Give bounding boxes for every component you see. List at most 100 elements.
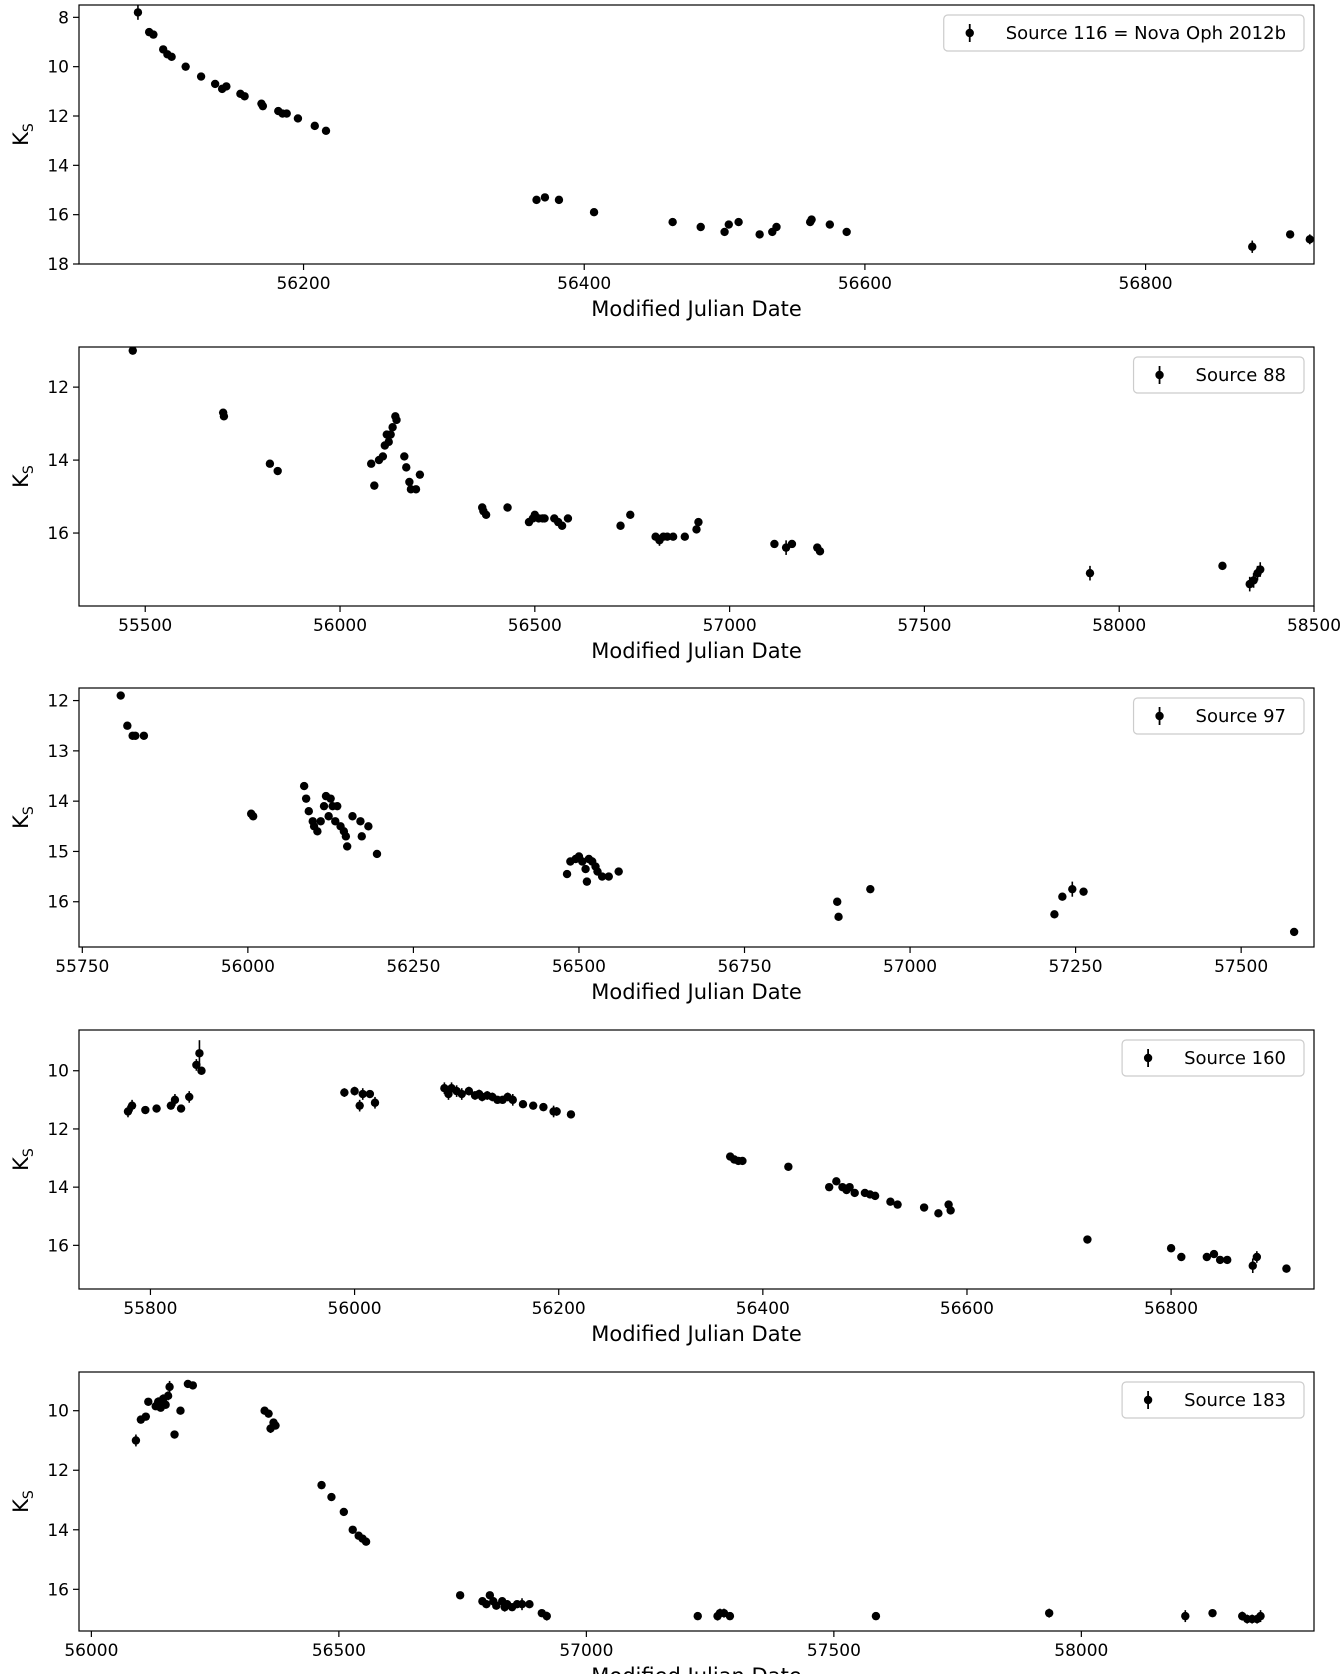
data-point (222, 82, 231, 91)
marker (834, 912, 843, 922)
data-point (400, 452, 409, 461)
x-tick-label: 56600 (940, 1299, 994, 1319)
marker (388, 423, 397, 432)
data-point (626, 510, 635, 520)
data-point (1068, 881, 1077, 897)
data-point (724, 220, 733, 229)
y-tick-label: 13 (47, 742, 69, 762)
legend-box (943, 14, 1305, 52)
marker (299, 781, 309, 791)
marker (668, 217, 677, 227)
legend: Source 88 (1132, 356, 1305, 394)
x-tick-label: 56250 (386, 957, 440, 977)
y-tick-label: 12 (47, 1461, 69, 1481)
data-point (210, 79, 220, 89)
data-point (578, 857, 587, 866)
data-point (348, 812, 357, 821)
marker (503, 503, 512, 512)
marker (341, 832, 351, 841)
marker (161, 1400, 170, 1409)
marker (724, 220, 733, 229)
y-tick-label: 16 (47, 893, 69, 913)
marker (327, 1492, 336, 1502)
data-point (934, 1209, 943, 1218)
marker (604, 872, 613, 881)
data-point (364, 822, 373, 831)
x-tick-label: 56000 (313, 616, 367, 636)
data-point (1218, 561, 1227, 571)
axes-frame (78, 4, 1315, 265)
marker (578, 857, 587, 866)
x-tick-label: 56200 (532, 1299, 586, 1319)
legend-box (1132, 697, 1305, 735)
marker (1209, 1249, 1219, 1259)
data-point (832, 1177, 841, 1186)
y-axis-label-main: K (9, 814, 33, 829)
legend-label: Source 116 = Nova Oph 2012b (1006, 23, 1286, 44)
marker (1079, 887, 1088, 896)
y-tick-label: 14 (47, 1521, 69, 1541)
marker (870, 1191, 880, 1201)
data-point (1208, 1608, 1217, 1618)
marker (384, 437, 393, 447)
legend-marker (1155, 711, 1164, 721)
data-point (273, 466, 282, 476)
marker (331, 817, 340, 826)
marker (540, 193, 550, 202)
x-axis-label: Modified Julian Date (591, 639, 802, 663)
data-point (1050, 910, 1059, 919)
data-point (361, 1537, 371, 1546)
x-tick-label: 57000 (883, 957, 937, 977)
marker (319, 801, 329, 811)
marker (1215, 1255, 1225, 1265)
marker (372, 849, 382, 859)
marker (176, 1406, 185, 1415)
marker (316, 817, 325, 826)
data-point (313, 827, 322, 836)
marker (1085, 568, 1095, 578)
marker (240, 92, 249, 101)
data-point (668, 532, 678, 541)
marker (1289, 927, 1299, 937)
marker (1181, 1611, 1190, 1621)
data-point (366, 459, 376, 468)
chart-panel-3: 55750 56000 56250 56500 56750 57000 57250 57500… (9, 687, 1315, 1004)
data-point (365, 1089, 375, 1099)
marker (946, 1206, 955, 1215)
x-tick-label: 56600 (838, 274, 892, 294)
data-point (517, 1598, 527, 1611)
marker (181, 62, 190, 71)
y-tick-label: 14 (47, 1178, 69, 1198)
marker (832, 1177, 841, 1186)
legend-marker (1155, 370, 1164, 380)
data-point (324, 812, 333, 821)
marker (663, 532, 672, 541)
marker (1256, 565, 1265, 574)
x-tick-label: 56500 (508, 616, 562, 636)
data-point (725, 1611, 735, 1621)
y-tick-label: 8 (58, 8, 69, 28)
data-point (181, 62, 190, 71)
x-tick-label: 57250 (1049, 957, 1103, 977)
marker (554, 195, 564, 205)
marker (1305, 235, 1314, 244)
legend: Source 116 = Nova Oph 2012b (943, 14, 1305, 52)
marker (772, 222, 781, 232)
data-point (165, 1380, 174, 1393)
data-point (141, 1412, 151, 1421)
data-point (503, 503, 512, 512)
marker (517, 1600, 527, 1609)
data-point (1249, 573, 1258, 588)
data-point (581, 864, 590, 874)
marker (866, 884, 875, 894)
data-point (518, 1100, 528, 1109)
marker (358, 1089, 367, 1099)
marker (144, 1397, 153, 1406)
data-point (167, 52, 176, 61)
data-point (870, 1191, 880, 1201)
data-point (616, 521, 625, 530)
data-point (696, 222, 705, 232)
legend-marker (1143, 1053, 1153, 1063)
x-tick-label: 55750 (55, 957, 109, 977)
y-axis-label-main: K (9, 1156, 33, 1171)
